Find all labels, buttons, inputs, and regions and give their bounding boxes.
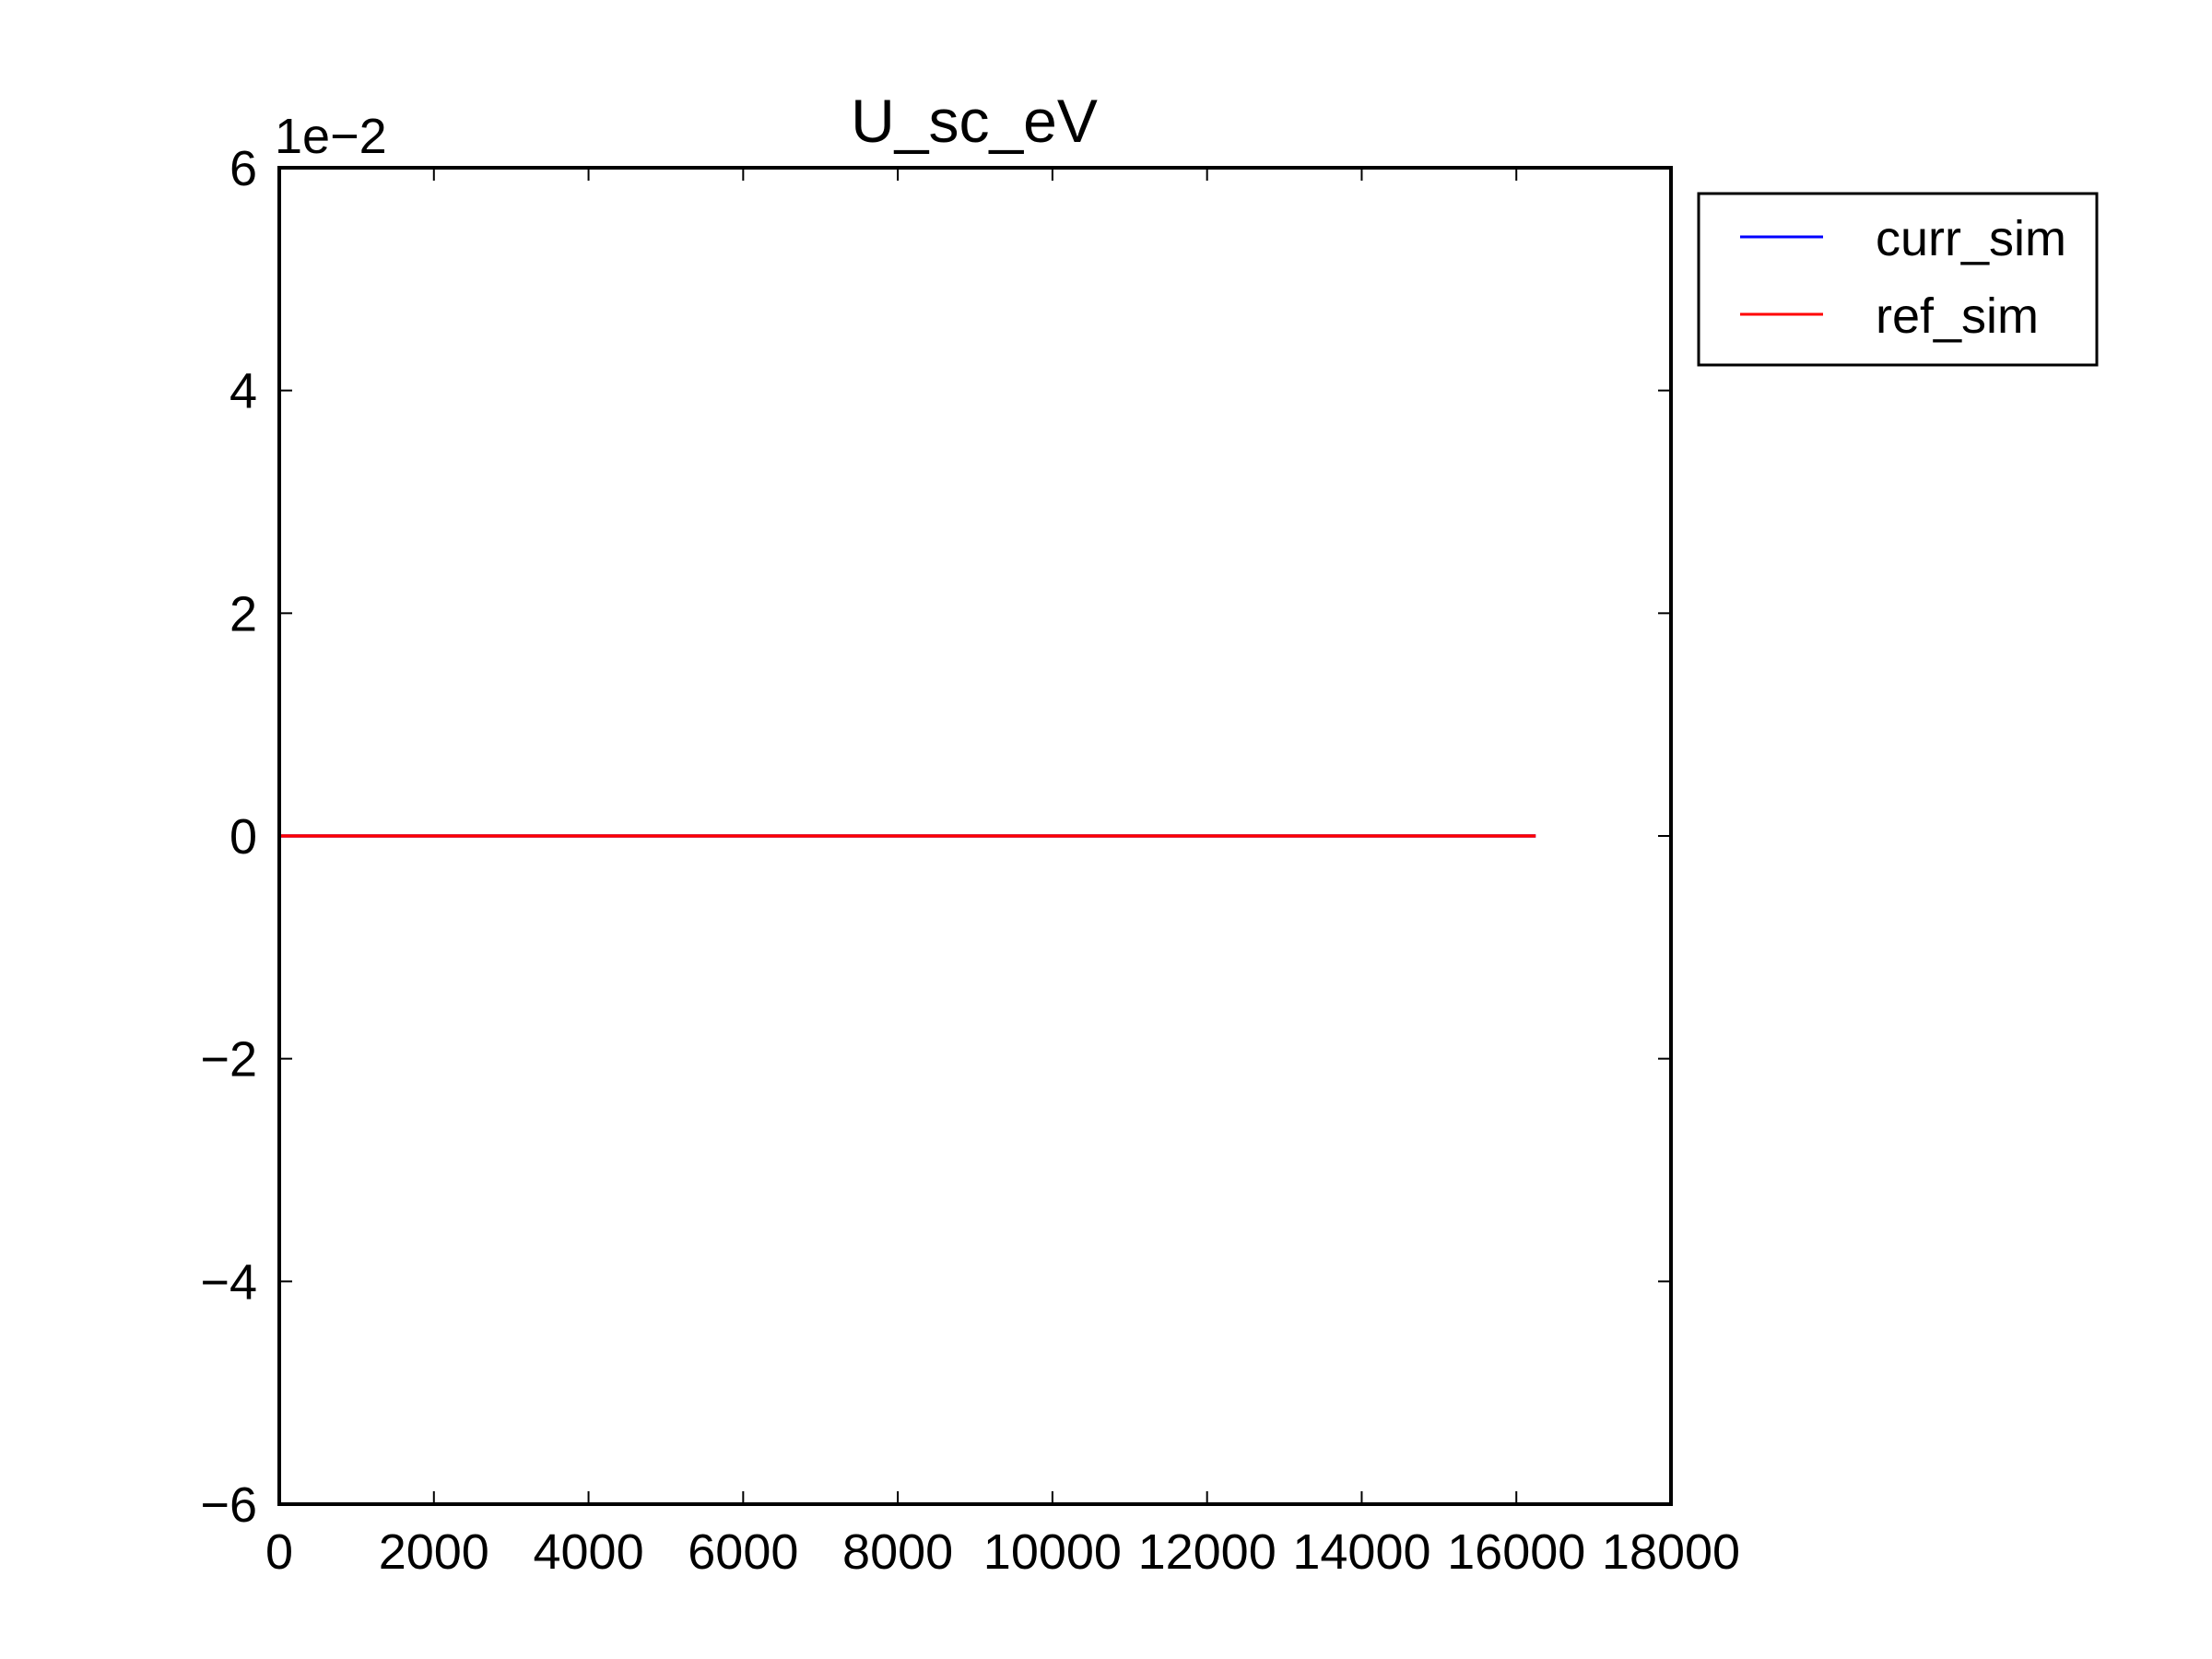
x-tick-label: 4000 [533,1524,643,1580]
x-tick-label: 18000 [1602,1524,1740,1580]
y-tick-label: 6 [229,141,257,196]
legend-label-curr-sim: curr_sim [1876,211,2066,266]
x-tick-label: 16000 [1447,1524,1585,1580]
chart-title: U_sc_eV [851,87,1098,155]
x-tick-label: 0 [265,1524,293,1580]
y-tick-label: −2 [200,1032,257,1088]
y-axis-offset-label: 1e−2 [275,109,387,164]
plot-area-frame [277,166,1673,1506]
legend-label-ref-sim: ref_sim [1876,288,2039,344]
legend: curr_sim ref_sim [1697,192,2099,367]
x-tick-label: 2000 [379,1524,489,1580]
y-axis-ticks: −6 −4 −2 0 2 4 6 [200,141,1671,1533]
x-tick-label: 10000 [983,1524,1122,1580]
x-tick-label: 8000 [842,1524,953,1580]
y-tick-label: 0 [229,809,257,865]
y-tick-label: −6 [200,1477,257,1533]
legend-box [1697,192,2099,367]
x-axis-ticks: 0 2000 4000 6000 8000 10000 12000 14000 16000 180… [265,168,1740,1580]
y-tick-label: −4 [200,1254,257,1310]
x-tick-label: 12000 [1138,1524,1277,1580]
y-tick-label: 2 [229,586,257,641]
x-tick-label: 6000 [688,1524,798,1580]
y-tick-label: 4 [229,364,257,419]
x-tick-label: 14000 [1292,1524,1430,1580]
